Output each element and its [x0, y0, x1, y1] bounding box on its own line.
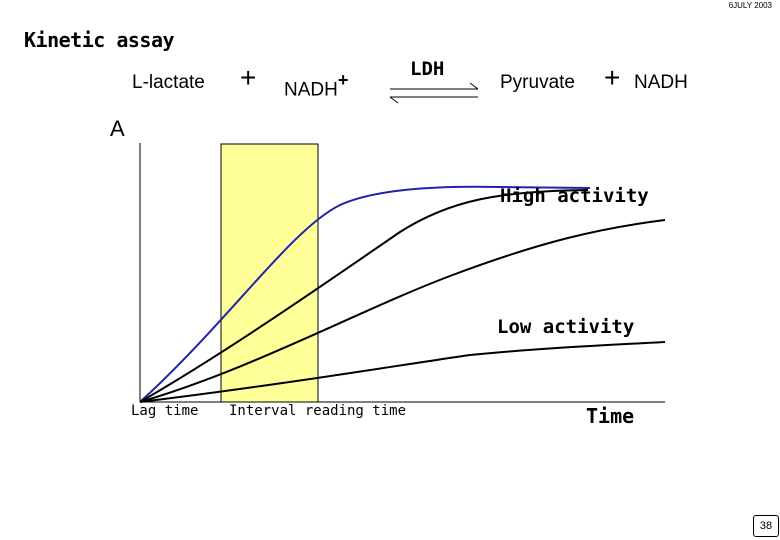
reaction-plus-sign-2: +: [604, 62, 621, 93]
reaction-product: Pyruvate: [500, 72, 575, 93]
high-activity-label: High activity: [500, 185, 649, 207]
equilibrium-arrow-icon: [389, 82, 479, 104]
interval-reading-label: Interval reading time: [229, 403, 407, 419]
cofactor-charge: +: [337, 70, 349, 90]
date-stamp: 6JULY 2003: [728, 1, 772, 10]
curve-high-activity: [139, 185, 591, 403]
y-axis-label: A: [110, 116, 125, 141]
low-activity-label: Low activity: [497, 316, 635, 338]
curve-activity-3: [139, 219, 666, 403]
reaction-product-cofactor: NADH: [634, 72, 688, 93]
cofactor-name: NADH: [284, 79, 338, 101]
slide-title: Kinetic assay: [24, 28, 175, 52]
reaction-enzyme: LDH: [410, 58, 445, 80]
reaction-plus-sign: +: [240, 62, 257, 93]
reaction-cofactor: NADH+: [284, 70, 349, 101]
x-axis-label: Time: [586, 404, 635, 428]
interval-highlight: [220, 143, 319, 403]
curve-low-activity: [139, 341, 666, 403]
reaction-substrate: L-lactate: [132, 72, 205, 93]
page-number: 38: [753, 515, 779, 537]
lag-time-label: Lag time: [131, 403, 199, 419]
curve-activity-2: [139, 189, 589, 403]
